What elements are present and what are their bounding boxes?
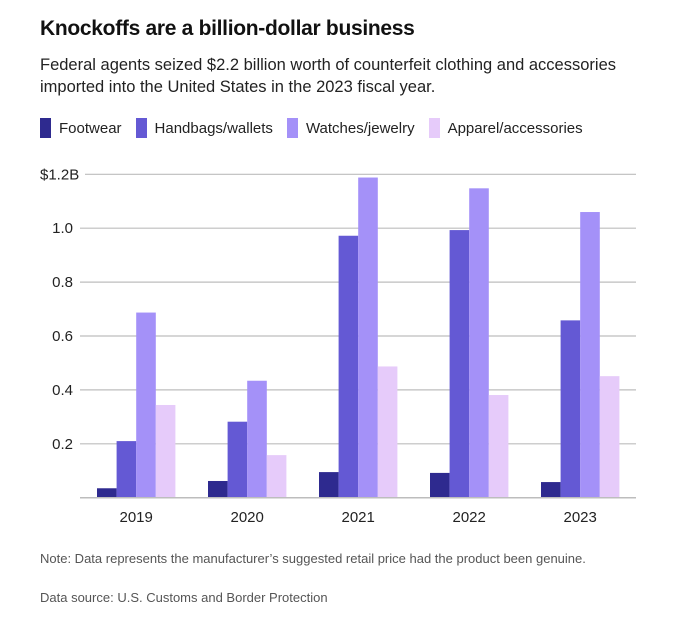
chart-title: Knockoffs are a billion-dollar business bbox=[40, 17, 415, 40]
y-tick-label: 0.2 bbox=[52, 436, 73, 453]
legend: Footwear Handbags/wallets Watches/jewelry A… bbox=[40, 118, 583, 138]
note: Note: Data represents the manufacturer’s… bbox=[40, 551, 586, 566]
bar-watches-jewelry-2019 bbox=[136, 312, 156, 498]
bar-apparel-accessories-2019 bbox=[155, 404, 176, 498]
chart-subtitle: Federal agents seized $2.2 billion worth… bbox=[40, 56, 617, 96]
bar-chart: 0.2 0.4 0.6 0.8 1.0 $1.2B 2019 2020 2021 2022 2023 bbox=[40, 166, 636, 526]
legend-swatch bbox=[286, 118, 298, 138]
data-source: Data source: U.S. Customs and Border Pro… bbox=[40, 590, 328, 605]
legend-swatch bbox=[428, 118, 440, 138]
bar-apparel-accessories-2023 bbox=[599, 376, 620, 498]
bar-watches-jewelry-2020 bbox=[247, 380, 267, 498]
x-tick-label: 2022 bbox=[453, 509, 486, 526]
bar-watches-jewelry-2023 bbox=[580, 212, 600, 498]
legend-label: Handbags/wallets bbox=[154, 119, 273, 137]
legend-swatch bbox=[40, 118, 51, 138]
y-tick-label: 0.6 bbox=[52, 328, 73, 345]
y-tick-label: 1.0 bbox=[52, 220, 73, 237]
bar-handbags-wallets-2022 bbox=[449, 230, 470, 498]
x-tick-label: 2020 bbox=[231, 509, 264, 526]
bar-handbags-wallets-2023 bbox=[560, 320, 581, 498]
legend-item: Handbags/wallets bbox=[135, 118, 273, 138]
bar-footwear-2019 bbox=[97, 488, 117, 498]
legend-label: Footwear bbox=[59, 119, 122, 137]
bar-apparel-accessories-2021 bbox=[377, 366, 398, 498]
bar-apparel-accessories-2020 bbox=[266, 455, 287, 498]
legend-swatch bbox=[135, 118, 147, 138]
x-tick-label: 2019 bbox=[120, 509, 153, 526]
bar-footwear-2023 bbox=[541, 482, 561, 498]
bar-apparel-accessories-2022 bbox=[488, 395, 509, 498]
y-tick-label: $1.2B bbox=[40, 166, 79, 183]
legend-item: Apparel/accessories bbox=[428, 118, 583, 138]
y-tick-label: 0.4 bbox=[52, 382, 73, 399]
legend-item: Watches/jewelry bbox=[286, 118, 415, 138]
x-tick-label: 2021 bbox=[342, 509, 375, 526]
y-tick-label: 0.8 bbox=[52, 274, 73, 291]
bar-watches-jewelry-2021 bbox=[358, 177, 378, 498]
legend-label: Watches/jewelry bbox=[305, 119, 415, 137]
bar-handbags-wallets-2021 bbox=[338, 235, 359, 498]
bar-footwear-2020 bbox=[208, 480, 228, 498]
bar-handbags-wallets-2019 bbox=[116, 441, 137, 498]
legend-item: Footwear bbox=[40, 118, 122, 138]
bar-watches-jewelry-2022 bbox=[469, 188, 489, 498]
legend-label: Apparel/accessories bbox=[447, 119, 583, 137]
bar-handbags-wallets-2020 bbox=[227, 421, 248, 498]
x-tick-label: 2023 bbox=[564, 509, 597, 526]
bar-footwear-2022 bbox=[430, 472, 450, 498]
bar-footwear-2021 bbox=[319, 472, 339, 498]
